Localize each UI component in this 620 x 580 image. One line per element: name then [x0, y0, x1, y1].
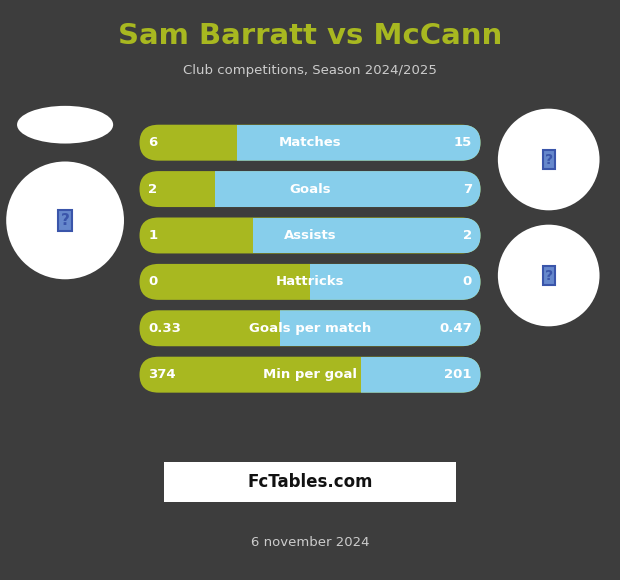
FancyBboxPatch shape [164, 462, 456, 502]
Text: Club competitions, Season 2024/2025: Club competitions, Season 2024/2025 [183, 64, 437, 77]
Text: 1: 1 [148, 229, 157, 242]
Text: 2: 2 [148, 183, 157, 195]
Bar [310, 264, 480, 300]
Ellipse shape [498, 224, 600, 327]
FancyBboxPatch shape [140, 357, 480, 393]
Ellipse shape [498, 108, 600, 211]
Text: 15: 15 [454, 136, 472, 149]
Text: 7: 7 [463, 183, 472, 195]
Text: Sam Barratt vs McCann: Sam Barratt vs McCann [118, 22, 502, 50]
Ellipse shape [6, 161, 124, 280]
Text: Goals per match: Goals per match [249, 322, 371, 335]
Text: Assists: Assists [284, 229, 336, 242]
FancyBboxPatch shape [140, 171, 480, 207]
Bar [253, 218, 480, 253]
Text: Hattricks: Hattricks [276, 276, 344, 288]
Bar [361, 357, 480, 393]
Text: Min per goal: Min per goal [263, 368, 357, 381]
Text: 0.33: 0.33 [148, 322, 181, 335]
FancyBboxPatch shape [140, 218, 480, 253]
Text: 0: 0 [148, 276, 157, 288]
Text: 2: 2 [463, 229, 472, 242]
Text: ?: ? [544, 153, 553, 166]
FancyBboxPatch shape [140, 125, 480, 161]
Text: ?: ? [61, 213, 69, 228]
Ellipse shape [17, 106, 113, 144]
FancyBboxPatch shape [140, 310, 480, 346]
Text: Matches: Matches [278, 136, 342, 149]
Text: 0: 0 [463, 276, 472, 288]
Text: ?: ? [544, 269, 553, 282]
FancyBboxPatch shape [140, 264, 480, 300]
Bar [215, 171, 480, 207]
Text: 6: 6 [148, 136, 157, 149]
Bar [237, 125, 480, 161]
Text: 201: 201 [445, 368, 472, 381]
Text: Goals: Goals [289, 183, 331, 195]
Text: 374: 374 [148, 368, 176, 381]
Text: 0.47: 0.47 [439, 322, 472, 335]
Bar [280, 310, 480, 346]
Text: FcTables.com: FcTables.com [247, 473, 373, 491]
Text: 6 november 2024: 6 november 2024 [250, 536, 370, 549]
